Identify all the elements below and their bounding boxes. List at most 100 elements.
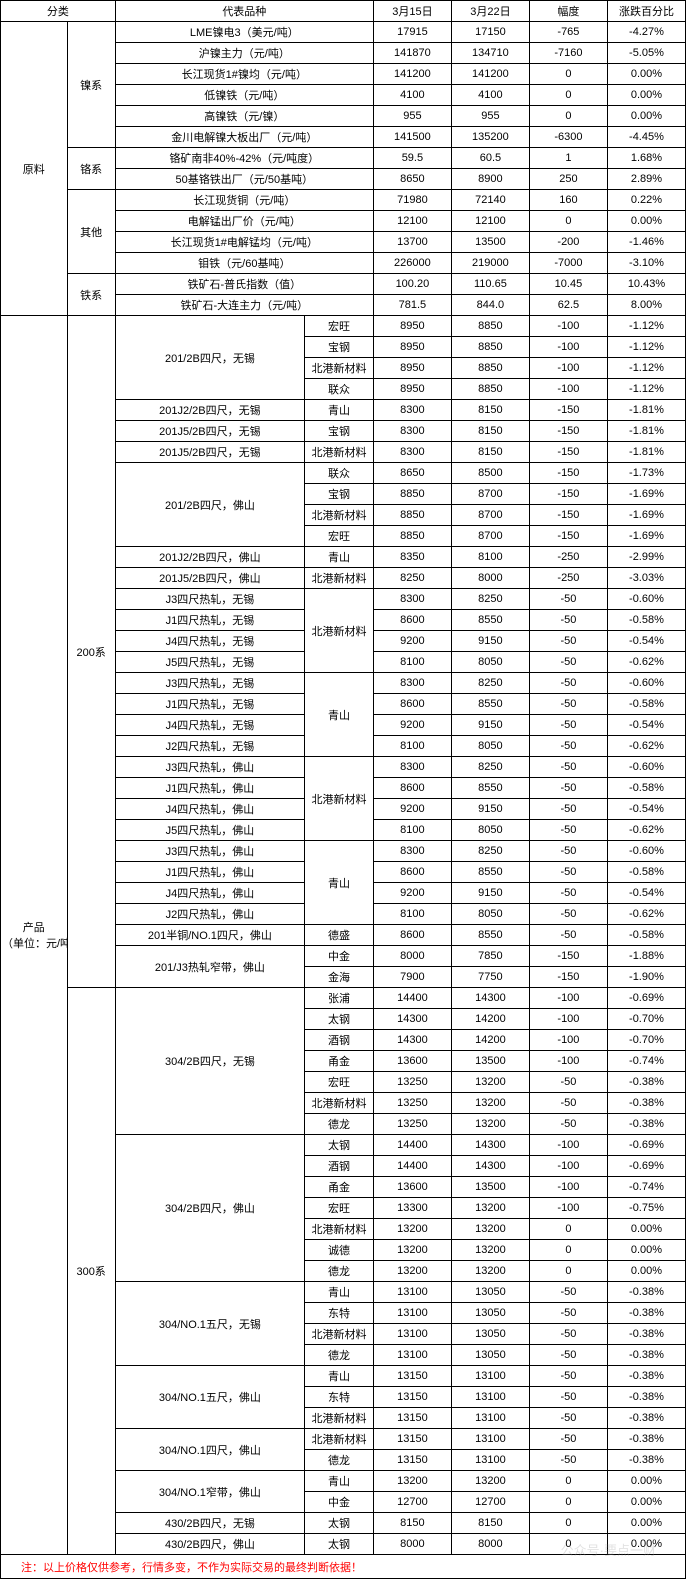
- table-cell: 141200: [451, 64, 529, 85]
- table-cell: 青山: [305, 1366, 374, 1387]
- table-cell: -0.38%: [607, 1114, 685, 1135]
- table-cell: -4.27%: [607, 22, 685, 43]
- table-cell: -0.69%: [607, 988, 685, 1009]
- table-cell: -2.99%: [607, 547, 685, 568]
- table-cell: 0.00%: [607, 1534, 685, 1555]
- table-cell: 12700: [373, 1492, 451, 1513]
- table-cell: 2.89%: [607, 169, 685, 190]
- table-cell: 钼铁（元/60基吨）: [115, 253, 373, 274]
- table-cell: 13200: [451, 1072, 529, 1093]
- table-cell: -0.58%: [607, 778, 685, 799]
- table-cell: 张浦: [305, 988, 374, 1009]
- table-cell: 北港新材料: [305, 568, 374, 589]
- table-cell: 8950: [373, 316, 451, 337]
- table-cell: 8900: [451, 169, 529, 190]
- table-cell: -100: [529, 316, 607, 337]
- table-cell: -50: [529, 1093, 607, 1114]
- table-cell: -150: [529, 967, 607, 988]
- table-cell: 8850: [451, 316, 529, 337]
- table-cell: J3四尺热轧，佛山: [115, 757, 304, 778]
- table-cell: 141500: [373, 127, 451, 148]
- table-cell: -150: [529, 421, 607, 442]
- table-cell: 8100: [373, 736, 451, 757]
- table-cell: -50: [529, 1366, 607, 1387]
- table-cell: -0.69%: [607, 1135, 685, 1156]
- table-cell: 铁矿石-普氏指数（值）: [115, 274, 373, 295]
- table-cell: 955: [373, 106, 451, 127]
- table-cell: 430/2B四尺，佛山: [115, 1534, 304, 1555]
- table-row: 注：以上价格仅供参考，行情多变，不作为实际交易的最终判断依据！: [1, 1555, 686, 1579]
- table-cell: -0.60%: [607, 841, 685, 862]
- table-cell: 8850: [373, 526, 451, 547]
- table-cell: -50: [529, 1345, 607, 1366]
- table-cell: 250: [529, 169, 607, 190]
- table-cell: 0.00%: [607, 1240, 685, 1261]
- table-cell: 8100: [373, 820, 451, 841]
- table-cell: 北港新材料: [305, 442, 374, 463]
- table-cell: 北港新材料: [305, 358, 374, 379]
- table-cell: 德龙: [305, 1261, 374, 1282]
- table-cell: 219000: [451, 253, 529, 274]
- table-cell: 8150: [373, 1513, 451, 1534]
- table-cell: 铬系: [67, 148, 115, 190]
- table-cell: -6300: [529, 127, 607, 148]
- table-cell: 中金: [305, 946, 374, 967]
- table-cell: 8500: [451, 463, 529, 484]
- table-cell: 8150: [451, 1513, 529, 1534]
- table-cell: -250: [529, 568, 607, 589]
- table-cell: 7750: [451, 967, 529, 988]
- table-cell: 8850: [373, 484, 451, 505]
- table-cell: 北港新材料: [305, 1324, 374, 1345]
- table-cell: 13300: [373, 1198, 451, 1219]
- table-cell: 13100: [451, 1429, 529, 1450]
- table-cell: -50: [529, 589, 607, 610]
- table-cell: 东特: [305, 1303, 374, 1324]
- table-cell: -0.38%: [607, 1072, 685, 1093]
- table-cell: 8000: [373, 1534, 451, 1555]
- table-cell: 长江现货1#电解锰均（元/吨）: [115, 232, 373, 253]
- table-cell: -0.54%: [607, 883, 685, 904]
- table-cell: 201J2/2B四尺，佛山: [115, 547, 304, 568]
- table-cell: 8700: [451, 505, 529, 526]
- table-cell: 3月22日: [451, 1, 529, 22]
- table-cell: J2四尺热轧，无锡: [115, 736, 304, 757]
- table-cell: -0.62%: [607, 820, 685, 841]
- table-cell: -0.58%: [607, 862, 685, 883]
- table-cell: 1.68%: [607, 148, 685, 169]
- table-cell: -50: [529, 1303, 607, 1324]
- table-cell: 8300: [373, 442, 451, 463]
- table-cell: 304/NO.1窄带，佛山: [115, 1471, 304, 1513]
- table-cell: -100: [529, 337, 607, 358]
- table-cell: 13100: [373, 1345, 451, 1366]
- table-cell: 955: [451, 106, 529, 127]
- table-cell: 低镍铁（元/吨）: [115, 85, 373, 106]
- table-cell: 14400: [373, 1156, 451, 1177]
- table-cell: 304/NO.1五尺，佛山: [115, 1366, 304, 1429]
- table-cell: 13500: [451, 1177, 529, 1198]
- table-cell: 0.00%: [607, 1513, 685, 1534]
- table-cell: -1.46%: [607, 232, 685, 253]
- table-cell: 8050: [451, 736, 529, 757]
- table-cell: 13250: [373, 1072, 451, 1093]
- table-cell: 13050: [451, 1282, 529, 1303]
- table-row: 其他长江现货铜（元/吨）71980721401600.22%: [1, 190, 686, 211]
- table-cell: 8700: [451, 526, 529, 547]
- table-cell: 13200: [451, 1198, 529, 1219]
- table-cell: -0.69%: [607, 1156, 685, 1177]
- table-cell: 8600: [373, 694, 451, 715]
- table-cell: -50: [529, 631, 607, 652]
- table-cell: -0.38%: [607, 1429, 685, 1450]
- table-cell: -50: [529, 799, 607, 820]
- table-cell: 3月15日: [373, 1, 451, 22]
- table-cell: -150: [529, 484, 607, 505]
- table-cell: 201J5/2B四尺，佛山: [115, 568, 304, 589]
- table-cell: -200: [529, 232, 607, 253]
- table-cell: 北港新材料: [305, 1219, 374, 1240]
- table-cell: 13200: [373, 1261, 451, 1282]
- table-row: 铁系铁矿石-普氏指数（值）100.20110.6510.4510.43%: [1, 274, 686, 295]
- table-cell: 8000: [451, 1534, 529, 1555]
- table-cell: -7160: [529, 43, 607, 64]
- table-cell: 0.22%: [607, 190, 685, 211]
- table-cell: 200系: [67, 316, 115, 988]
- table-cell: 13600: [373, 1177, 451, 1198]
